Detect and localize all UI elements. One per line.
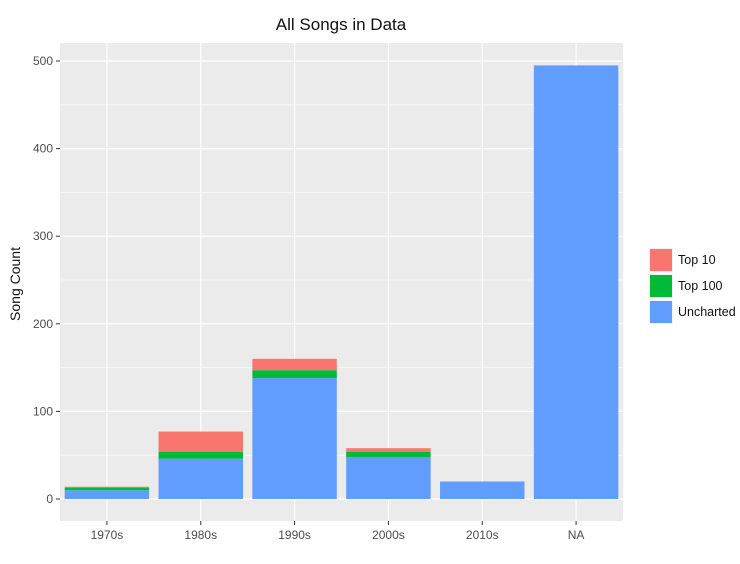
panel-background [60, 43, 623, 521]
bar-top-100-2000s [346, 451, 431, 457]
bar-uncharted-1970s [64, 490, 150, 499]
legend-label: Top 100 [678, 279, 723, 293]
bar-top-100-1990s [252, 370, 337, 379]
y-tick-label: 400 [33, 142, 53, 156]
bar-top-10-1980s [158, 431, 243, 452]
bar-uncharted-2010s [440, 481, 525, 499]
y-axis-title: Song Count [7, 247, 23, 321]
x-tick-label: 2010s [466, 528, 499, 542]
y-tick-label: 200 [33, 317, 53, 331]
bar-top-10-1990s [252, 358, 337, 371]
bar-top-100-1970s [64, 487, 150, 491]
bar-uncharted-1990s [252, 378, 337, 499]
x-tick-label: NA [568, 528, 585, 542]
chart-title: All Songs in Data [276, 15, 407, 34]
legend-label: Uncharted [678, 305, 736, 319]
bar-top-100-1980s [158, 451, 243, 459]
bar-uncharted-2000s [346, 456, 431, 499]
y-tick-label: 300 [33, 229, 53, 243]
x-tick-label: 1980s [184, 528, 217, 542]
y-tick-label: 0 [46, 492, 53, 506]
x-tick-label: 1970s [91, 528, 124, 542]
bar-top-10-2000s [346, 448, 431, 452]
legend-label: Top 10 [678, 253, 716, 267]
legend-swatch-uncharted [650, 301, 672, 323]
plot-panel [60, 43, 623, 521]
legend-swatch-top-100 [650, 275, 672, 297]
legend: Top 10 Top 100 Uncharted [649, 248, 736, 324]
bar-top-10-1970s [64, 486, 150, 488]
bar-uncharted-1980s [158, 458, 243, 499]
x-tick-label: 1990s [278, 528, 311, 542]
x-axis: 1970s 1980s 1990s 2000s 2010s NA [91, 521, 585, 542]
y-axis: 0 100 200 300 400 500 [33, 54, 60, 506]
x-tick-label: 2000s [372, 528, 405, 542]
legend-swatch-top-10 [650, 249, 672, 271]
bar-uncharted-na [533, 65, 619, 499]
y-tick-label: 500 [33, 54, 53, 68]
y-tick-label: 100 [33, 404, 53, 418]
